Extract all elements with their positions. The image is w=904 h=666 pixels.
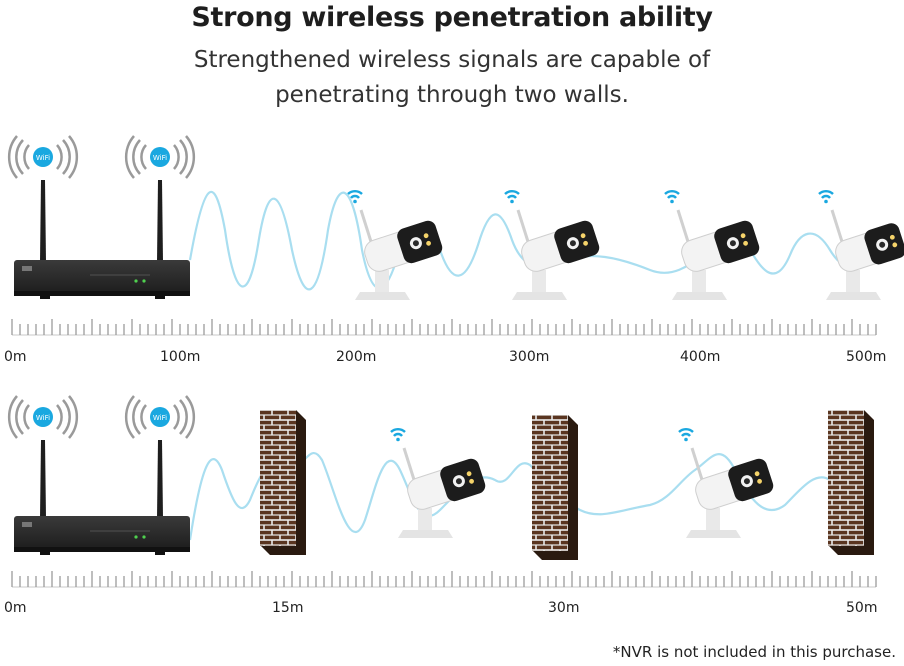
wifi-badge-icon: WiFi	[124, 135, 196, 179]
svg-text:WiFi: WiFi	[36, 154, 50, 162]
bullet-camera-icon	[504, 189, 600, 300]
ruler-label-walls-0: 0m	[4, 600, 27, 616]
bullet-camera-icon	[678, 427, 774, 538]
bullet-camera-icon	[347, 189, 443, 300]
bullet-camera-icon	[390, 427, 486, 538]
ruler-label-walls-2: 30m	[548, 600, 579, 616]
through-walls-row: WiFi WiFi	[4, 395, 877, 616]
svg-text:WiFi: WiFi	[153, 414, 167, 422]
open-space-row: WiFi WiFi	[4, 135, 904, 365]
subtitle-line-2: penetrating through two walls.	[275, 82, 629, 108]
bullet-camera-icon	[664, 189, 760, 300]
ruler-label-walls-1: 15m	[272, 600, 303, 616]
ruler-label-open-0: 0m	[4, 349, 27, 365]
nvr-recorder-icon: WiFi WiFi	[7, 395, 196, 555]
nvr-recorder-icon: WiFi WiFi	[7, 135, 196, 299]
page-title: Strong wireless penetration ability	[191, 2, 713, 33]
page-subtitle: Strengthened wireless signals are capabl…	[0, 43, 904, 113]
ruler-label-open-1: 100m	[160, 349, 200, 365]
wifi-badge-icon: WiFi	[124, 395, 196, 439]
distance-ruler-open	[11, 319, 877, 336]
subtitle-line-1: Strengthened wireless signals are capabl…	[193, 47, 711, 73]
distance-ruler-walls	[11, 571, 877, 588]
wifi-badge-icon: WiFi	[7, 395, 79, 439]
bullet-camera-icon	[818, 189, 904, 300]
svg-text:WiFi: WiFi	[153, 154, 167, 162]
brick-wall-icon	[532, 415, 578, 560]
ruler-label-walls-3: 50m	[846, 600, 877, 616]
wifi-badge-icon: WiFi	[7, 135, 79, 179]
brick-wall-icon	[828, 410, 874, 555]
ruler-label-open-5: 500m	[846, 349, 886, 365]
footnote: *NVR is not included in this purchase.	[612, 643, 896, 661]
ruler-label-open-2: 200m	[336, 349, 376, 365]
ruler-label-open-4: 400m	[680, 349, 720, 365]
brick-wall-icon	[260, 410, 306, 555]
ruler-label-open-3: 300m	[509, 349, 549, 365]
svg-text:WiFi: WiFi	[36, 414, 50, 422]
